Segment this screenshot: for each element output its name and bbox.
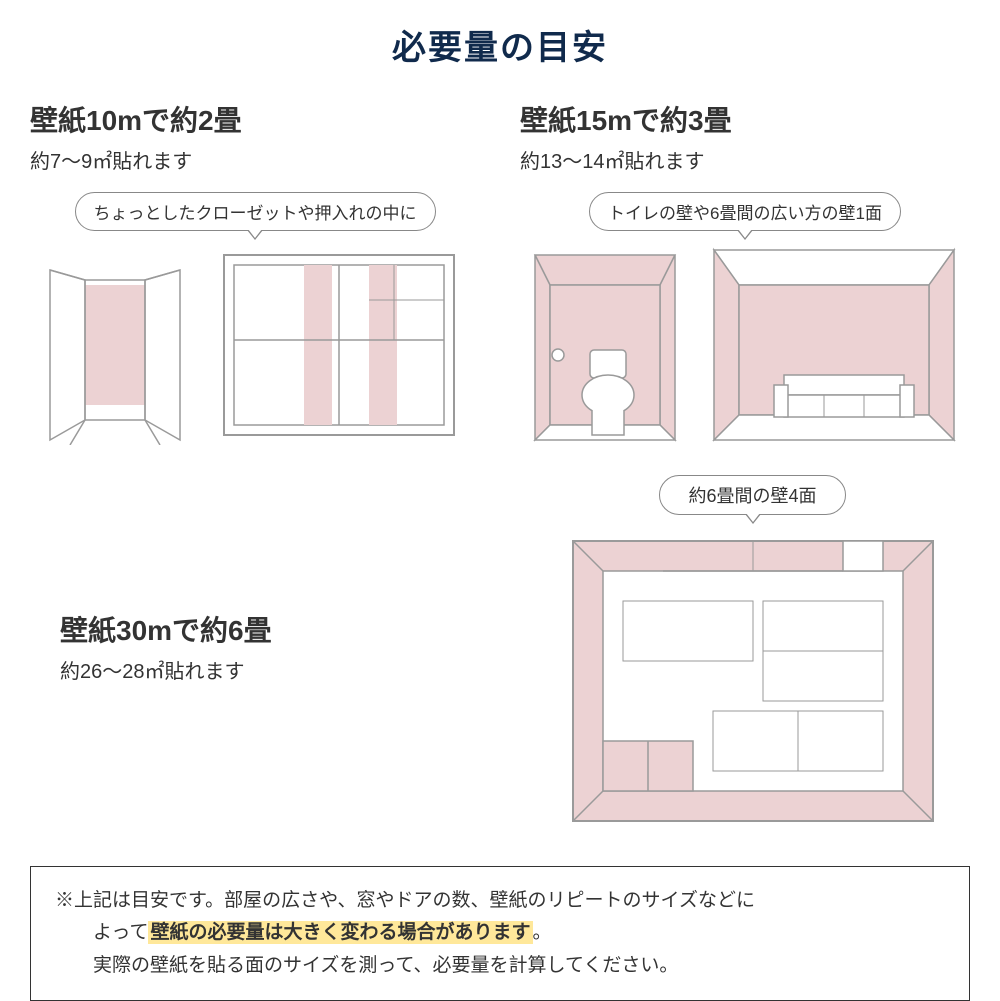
section-15m: 壁紙15mで約3畳 約13～14㎡貼れます トイレの壁や6畳間の広い方の壁1面 bbox=[520, 99, 970, 445]
living-room-icon bbox=[704, 245, 964, 445]
illustration-row bbox=[520, 245, 970, 445]
closet-icon bbox=[30, 245, 200, 445]
illustration-row bbox=[30, 245, 480, 445]
note-line2-suffix: 。 bbox=[533, 922, 552, 943]
speech-bubble: ちょっとしたクローゼットや押入れの中に bbox=[75, 192, 436, 231]
note-line2-prefix: よって bbox=[55, 922, 148, 943]
section-sub: 約13～14㎡貼れます bbox=[520, 145, 970, 174]
section-heading: 壁紙15mで約3畳 bbox=[520, 99, 970, 139]
main-title: 必要量の目安 bbox=[30, 20, 970, 69]
speech-bubble: トイレの壁や6畳間の広い方の壁1面 bbox=[589, 192, 901, 231]
section-30m: 壁紙30mで約6畳 約26～28㎡貼れます bbox=[30, 609, 495, 702]
section-30m-illustration: 約6畳間の壁4面 bbox=[535, 475, 970, 836]
section-sub: 約7～9㎡貼れます bbox=[30, 145, 480, 174]
note-line-2: よって壁紙の必要量は大きく変わる場合があります。 bbox=[55, 917, 945, 949]
note-highlight: 壁紙の必要量は大きく変わる場合があります bbox=[148, 921, 532, 944]
section-heading: 壁紙10mで約2畳 bbox=[30, 99, 480, 139]
bottom-row: 壁紙30mで約6畳 約26～28㎡貼れます 約6畳間の壁4面 bbox=[30, 475, 970, 836]
section-10m: 壁紙10mで約2畳 約7～9㎡貼れます ちょっとしたクローゼットや押入れの中に bbox=[30, 99, 480, 445]
room-plan-icon bbox=[563, 531, 943, 831]
section-heading: 壁紙30mで約6畳 bbox=[60, 609, 495, 649]
section-sub: 約26～28㎡貼れます bbox=[60, 655, 495, 684]
toilet-room-icon bbox=[520, 245, 690, 445]
note-line-1: ※上記は目安です。部屋の広さや、窓やドアの数、壁紙のリピートのサイズなどに bbox=[55, 885, 945, 917]
speech-bubble: 約6畳間の壁4面 bbox=[659, 475, 845, 515]
note-box: ※上記は目安です。部屋の広さや、窓やドアの数、壁紙のリピートのサイズなどに よっ… bbox=[30, 866, 970, 1001]
top-row: 壁紙10mで約2畳 約7～9㎡貼れます ちょっとしたクローゼットや押入れの中に bbox=[30, 99, 970, 445]
oshiire-icon bbox=[214, 245, 464, 445]
note-line-3: 実際の壁紙を貼る面のサイズを測って、必要量を計算してください。 bbox=[55, 950, 945, 982]
